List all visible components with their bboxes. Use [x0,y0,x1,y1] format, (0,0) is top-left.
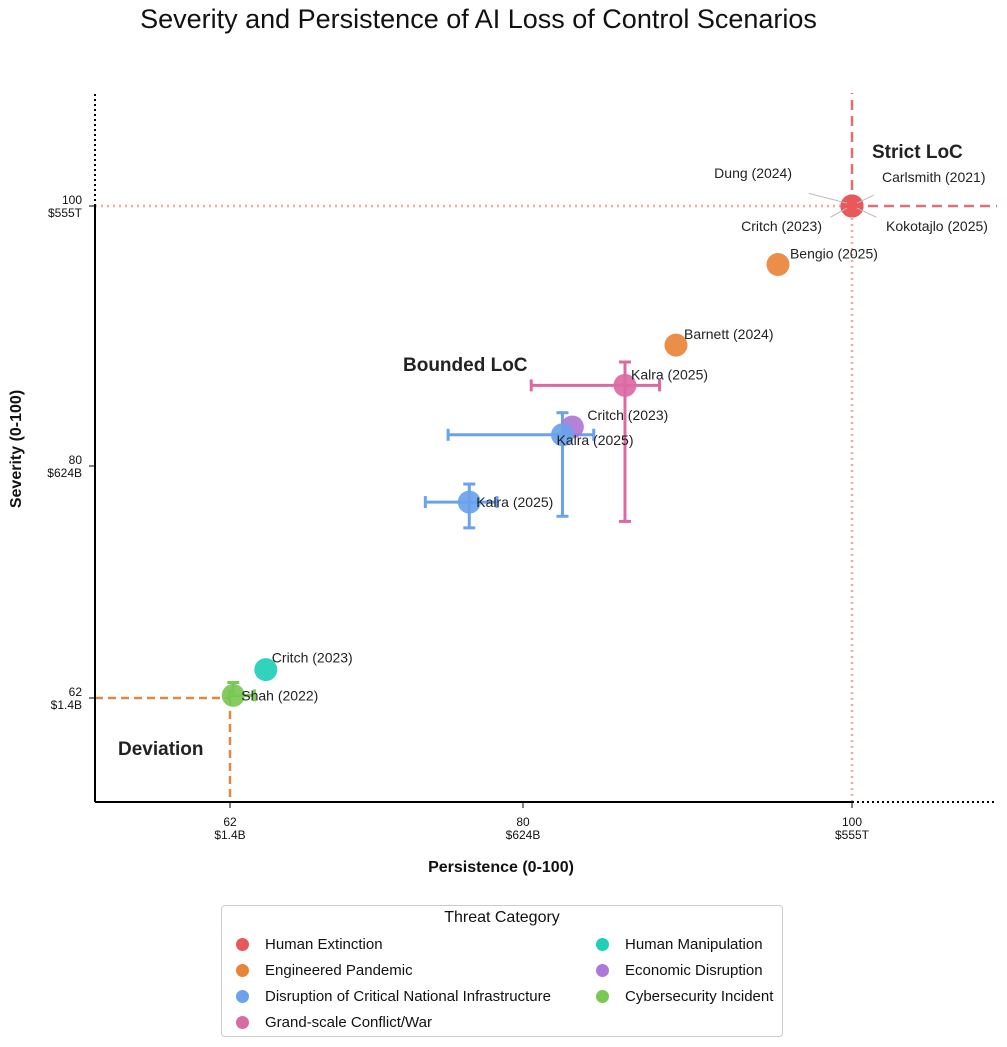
legend-item-economic-disruption: Economic Disruption [596,962,763,979]
point-label: Kalra (2025) [556,432,633,448]
legend: Threat Category Human Extinction Enginee… [221,905,783,1037]
data-point [613,373,637,397]
point-label: Critch (2023) [741,218,822,234]
x-tick-sublabel: $624B [506,828,541,842]
y-tick-label: 80 [69,453,83,467]
point-label: Carlsmith (2021) [882,169,985,185]
leader-line [856,207,877,218]
legend-item-engineered-pandemic: Engineered Pandemic [236,962,413,979]
legend-label: Grand-scale Conflict/War [265,1014,432,1031]
x-tick-label: 80 [516,815,530,829]
legend-label: Economic Disruption [625,962,763,979]
legend-item-human-manipulation: Human Manipulation [596,936,763,953]
data-point [457,490,481,514]
region-label: Strict LoC [872,142,963,163]
point-label: Kokotajlo (2025) [886,218,988,234]
legend-item-critical-infrastructure: Disruption of Critical National Infrastr… [236,988,551,1005]
legend-marker [596,938,609,951]
data-point [840,194,864,218]
point-label: Barnett (2024) [684,326,774,342]
legend-item-conflict-war: Grand-scale Conflict/War [236,1014,432,1031]
data-point [550,423,574,447]
leader-line [808,192,848,204]
data-point [221,683,245,707]
point-label: Critch (2023) [587,407,668,423]
legend-item-cybersecurity-incident: Cybersecurity Incident [596,988,773,1005]
data-point [664,333,688,357]
y-tick-label: 62 [69,685,83,699]
legend-marker [596,964,609,977]
x-tick-sublabel: $555T [835,828,870,842]
x-tick-sublabel: $1.4B [214,828,245,842]
chart-title: Severity and Persistence of AI Loss of C… [140,4,817,34]
data-point [766,253,790,276]
legend-marker [236,964,249,977]
region-label: Deviation [118,739,204,760]
point-label: Shah (2022) [241,687,318,703]
region-label: Bounded LoC [403,355,528,376]
y-tick-label: 100 [62,193,82,207]
legend-label: Human Manipulation [625,936,763,953]
point-label: Bengio (2025) [790,246,878,262]
point-label: Kalra (2025) [476,494,553,510]
legend-item-human-extinction: Human Extinction [236,936,383,953]
y-tick-sublabel: $624B [47,466,82,480]
y-axis-title: Severity (0-100) [8,390,25,508]
scatter-chart: 62$1.4B80$624B100$555T62$1.4B80$624B100$… [8,93,997,876]
x-axis-title: Persistence (0-100) [428,859,574,876]
data-point [254,658,278,682]
legend-marker [236,938,249,951]
leader-line [830,207,848,218]
legend-label: Disruption of Critical National Infrastr… [265,988,551,1005]
legend-title: Threat Category [444,909,560,926]
leader-line [856,194,874,204]
y-tick-sublabel: $1.4B [51,698,82,712]
point-label: Critch (2023) [272,650,353,666]
x-tick-label: 62 [223,815,237,829]
point-label: Dung (2024) [714,165,792,181]
x-tick-label: 100 [842,815,862,829]
y-tick-sublabel: $555T [48,206,83,220]
legend-marker [596,990,609,1003]
legend-label: Cybersecurity Incident [625,988,774,1005]
legend-label: Human Extinction [265,936,383,953]
point-label: Kalra (2025) [631,366,708,382]
legend-label: Engineered Pandemic [265,962,413,979]
legend-marker [236,990,249,1003]
legend-marker [236,1016,249,1029]
